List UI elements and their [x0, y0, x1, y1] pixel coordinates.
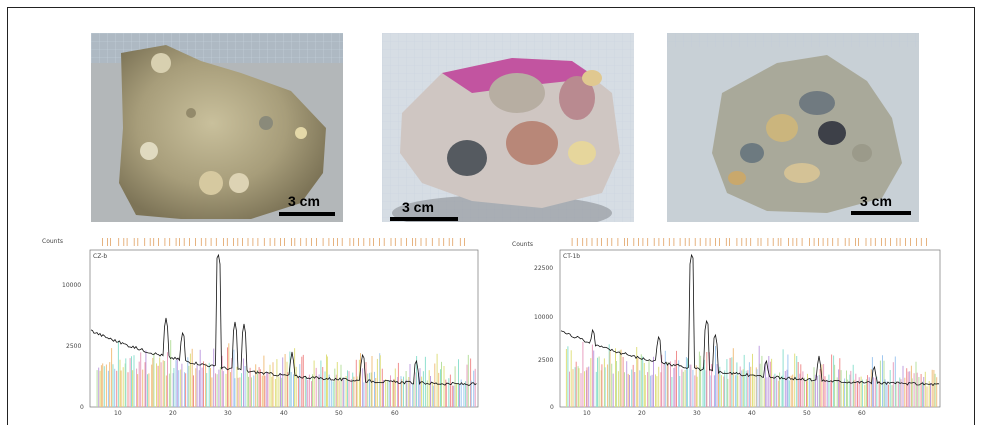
scale-bar-2 — [390, 217, 458, 221]
reference-tick-row — [102, 238, 465, 246]
y-tick-label: 2500 — [66, 343, 81, 350]
scale-label-1: 3 cm — [288, 193, 320, 209]
scale-bar-1 — [279, 212, 335, 216]
y-tick-label: 2500 — [538, 357, 553, 364]
x-tick-label: 50 — [335, 410, 343, 417]
x-tick-label: 30 — [693, 410, 701, 417]
x-tick-label: 20 — [638, 410, 646, 417]
xrd-chart-right: Counts CT-1b 22500 10000 2500 0 10 20 30… — [512, 238, 941, 417]
phase-peak-lines — [565, 341, 938, 407]
rock-photo-2: 3 cm — [382, 33, 634, 222]
y-tick-label: 22500 — [534, 265, 553, 272]
x-tick-label: 50 — [803, 410, 811, 417]
y-tick-label: 0 — [550, 404, 554, 411]
x-tick-label: 60 — [858, 410, 866, 417]
x-tick-label: 40 — [280, 410, 288, 417]
phase-peak-lines — [96, 340, 476, 407]
x-tick-label: 20 — [169, 410, 177, 417]
plot-box — [559, 249, 941, 408]
y-tick-label: 10000 — [62, 282, 81, 289]
figure-frame — [7, 7, 975, 425]
xrd-pattern-right: Counts CT-1b 22500 10000 2500 0 10 20 30… — [508, 232, 948, 417]
scale-label-3: 3 cm — [860, 193, 892, 209]
rock-photo-3: 3 cm — [667, 33, 919, 222]
sample-label: CZ-b — [93, 253, 107, 260]
plot-box — [89, 249, 479, 408]
counts-label: Counts — [512, 241, 533, 248]
y-tick-label: 10000 — [534, 314, 553, 321]
y-tick-label: 0 — [80, 404, 84, 411]
x-tick-label: 10 — [583, 410, 591, 417]
x-tick-label: 30 — [224, 410, 232, 417]
scale-label-2: 3 cm — [402, 199, 434, 215]
xrd-chart-left: Counts CZ-b 10000 2500 0 10 20 30 40 50 … — [42, 238, 479, 417]
rock-photo-1: 3 cm — [91, 33, 343, 222]
x-tick-label: 60 — [391, 410, 399, 417]
reference-tick-row — [571, 238, 927, 246]
x-tick-label: 40 — [748, 410, 756, 417]
xrd-pattern-left: Counts CZ-b 10000 2500 0 10 20 30 40 50 … — [32, 232, 482, 417]
counts-label: Counts — [42, 238, 63, 245]
diffraction-pattern — [90, 253, 477, 386]
rock-image-2 — [382, 33, 634, 222]
rock-image-3 — [667, 33, 919, 222]
rock-image-1 — [91, 33, 343, 222]
diffraction-pattern — [560, 253, 940, 387]
scale-bar-3 — [851, 211, 911, 215]
x-tick-label: 10 — [114, 410, 122, 417]
sample-label: CT-1b — [563, 253, 580, 260]
